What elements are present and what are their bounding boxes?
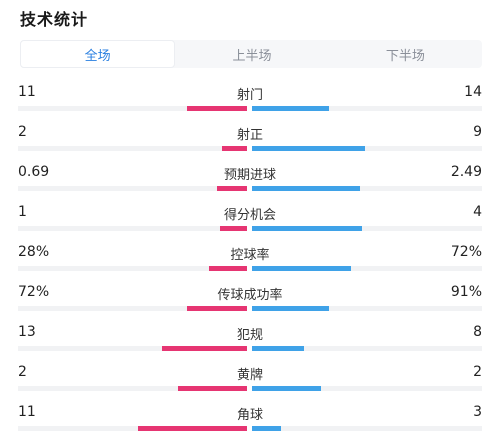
stat-row: 28% 控球率 72% xyxy=(0,244,500,284)
home-bar-track xyxy=(18,226,247,231)
away-bar xyxy=(252,226,363,231)
stat-row: 11 射门 14 xyxy=(0,84,500,124)
home-bar xyxy=(216,186,247,191)
away-bar xyxy=(252,306,330,311)
stat-row: 13 犯规 8 xyxy=(0,324,500,364)
stat-label: 传球成功率 xyxy=(217,288,283,303)
stat-row: 11 角球 3 xyxy=(0,404,500,444)
away-bar-track xyxy=(252,266,482,271)
away-bar-track xyxy=(252,426,482,431)
away-bar-track xyxy=(252,186,482,191)
period-tabs: 全场 上半场 下半场 xyxy=(20,40,482,68)
away-bar xyxy=(252,426,281,431)
home-bar-track xyxy=(18,186,247,191)
away-bar-track xyxy=(252,346,482,351)
home-bar-track xyxy=(18,386,247,391)
home-bar-track xyxy=(18,146,247,151)
away-bar xyxy=(252,146,366,151)
home-value: 11 xyxy=(18,84,36,100)
away-value: 9 xyxy=(473,124,482,140)
home-value: 13 xyxy=(18,324,36,340)
away-bar-track xyxy=(252,386,482,391)
away-bar-track xyxy=(252,146,482,151)
stat-row: 72% 传球成功率 91% xyxy=(0,284,500,324)
stat-label: 控球率 xyxy=(230,248,270,263)
away-value: 91% xyxy=(450,284,482,300)
stat-label: 射门 xyxy=(236,88,263,103)
away-value: 2.49 xyxy=(450,164,482,180)
home-bar xyxy=(186,106,247,111)
stat-row: 0.69 预期进球 2.49 xyxy=(0,164,500,204)
away-bar-track xyxy=(252,306,482,311)
home-bar xyxy=(178,386,247,391)
home-bar-track xyxy=(18,346,247,351)
away-bar xyxy=(252,106,330,111)
home-value: 0.69 xyxy=(18,164,50,180)
home-value: 11 xyxy=(18,404,36,420)
stat-label: 犯规 xyxy=(236,328,263,343)
stat-row: 2 射正 9 xyxy=(0,124,500,164)
home-bar xyxy=(219,226,247,231)
home-value: 28% xyxy=(18,244,50,260)
home-value: 1 xyxy=(18,204,27,220)
away-value: 3 xyxy=(473,404,482,420)
stat-label: 射正 xyxy=(236,128,263,143)
home-bar xyxy=(222,146,247,151)
tab-second-half[interactable]: 下半场 xyxy=(385,48,425,64)
away-value: 8 xyxy=(473,324,482,340)
away-value: 2 xyxy=(473,364,482,380)
stat-label: 黄牌 xyxy=(236,368,263,383)
away-value: 4 xyxy=(473,204,482,220)
home-bar xyxy=(208,266,247,271)
home-bar xyxy=(138,426,247,431)
stat-label: 角球 xyxy=(236,408,263,423)
home-bar-track xyxy=(18,306,247,311)
stat-label: 预期进球 xyxy=(223,168,276,183)
home-bar xyxy=(186,306,247,311)
stat-row: 2 黄牌 2 xyxy=(0,364,500,404)
home-bar-track xyxy=(18,106,247,111)
away-bar xyxy=(252,346,305,351)
tab-full-match[interactable]: 全场 xyxy=(20,40,176,68)
stat-label: 得分机会 xyxy=(223,208,276,223)
home-value: 2 xyxy=(18,364,27,380)
away-bar-track xyxy=(252,226,482,231)
away-value: 72% xyxy=(450,244,482,260)
away-bar-track xyxy=(252,106,482,111)
page-title: 技术统计 xyxy=(20,10,89,29)
away-value: 14 xyxy=(464,84,482,100)
stat-row: 1 得分机会 4 xyxy=(0,204,500,244)
home-value: 2 xyxy=(18,124,27,140)
home-bar-track xyxy=(18,426,247,431)
tab-first-half[interactable]: 上半场 xyxy=(232,48,272,64)
away-bar xyxy=(252,386,321,391)
home-bar-track xyxy=(18,266,247,271)
home-bar xyxy=(161,346,247,351)
away-bar xyxy=(252,266,352,271)
away-bar xyxy=(252,186,360,191)
home-value: 72% xyxy=(18,284,50,300)
